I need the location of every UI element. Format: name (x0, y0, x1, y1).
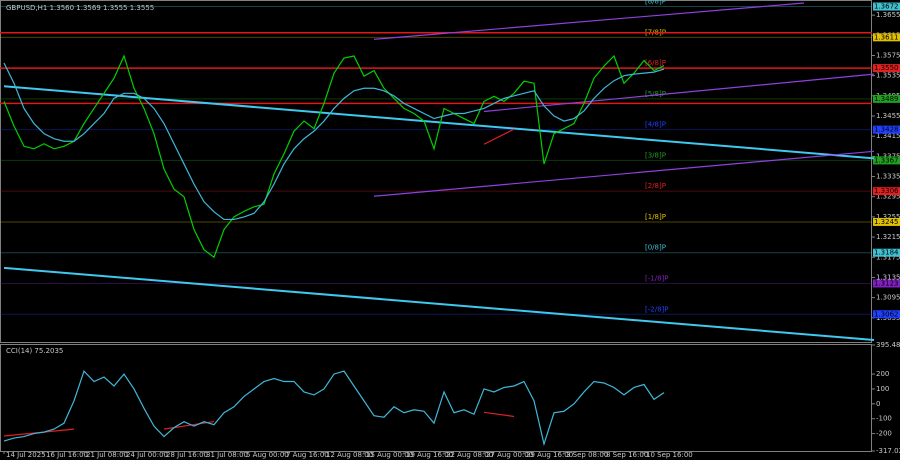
y-tick-label: -200 (876, 430, 892, 438)
trend-line (373, 150, 875, 197)
y-tick-label: 1.3135 (876, 273, 900, 281)
trend-line (3, 266, 875, 341)
y-tick-label: 0 (876, 400, 880, 408)
y-tick-label: 1.3335 (876, 173, 900, 181)
y-tick-label: 1.3295 (876, 193, 900, 201)
x-tick-label: 16 Jul 16:00 (46, 451, 88, 459)
x-tick-label: 28 Jul 16:00 (166, 451, 208, 459)
level-name: [-2/8]P (645, 305, 668, 313)
y-tick-label: 100 (876, 385, 889, 393)
y-tick-label: 200 (876, 370, 889, 378)
level-name: [5/8]P (645, 90, 666, 98)
x-tick-label: 22 Aug 08:00 (446, 451, 493, 459)
chart-title: GBPUSD,H1 1.3560 1.3569 1.3555 1.3555 (6, 4, 154, 12)
main-panel-frame (0, 0, 872, 343)
y-tick-label: 1.3535 (876, 72, 900, 80)
y-tick-label: 1.3415 (876, 132, 900, 140)
x-tick-label: 3 Sep 08:00 (566, 451, 608, 459)
y-tick-label: 395.4823 (876, 341, 900, 349)
trend-line (483, 411, 515, 418)
level-name: [6/8]P (645, 59, 666, 67)
level-value-label: 1.3550 (874, 64, 899, 72)
level-value-label: 1.3184 (874, 249, 899, 257)
x-tick-label: 21 Jul 08:00 (86, 451, 128, 459)
x-tick-label: 14 Jul 2025 (6, 451, 46, 459)
level-name: [-1/8]P (645, 274, 668, 282)
x-tick-label: 24 Jul 00:00 (126, 451, 168, 459)
level-value-label: 1.3062 (874, 310, 899, 318)
level-box (873, 2, 900, 11)
trend-line (483, 128, 515, 145)
series-line (3, 54, 665, 259)
level-value-label: 1.3367 (874, 156, 899, 164)
x-tick-label: 10 Sep 16:00 (646, 451, 693, 459)
x-tick-label: 12 Aug 08:00 (326, 451, 373, 459)
level-value-label: 1.3672 (874, 3, 899, 11)
x-tick-label: 31 Jul 08:00 (206, 451, 248, 459)
x-tick-label: 27 Aug 00:00 (486, 451, 533, 459)
cci-panel-frame (0, 344, 872, 452)
level-value-label: 1.3306 (874, 187, 899, 195)
x-tick-label: 5 Aug 00:00 (246, 451, 289, 459)
level-box (873, 64, 900, 73)
level-box (873, 33, 900, 42)
level-name: [2/8]P (645, 182, 666, 190)
cci-title: CCI(14) 75.2035 (6, 347, 63, 355)
level-value-label: 1.3245 (874, 218, 899, 226)
y-tick-label: 1.3255 (876, 213, 900, 221)
y-tick-label: 1.3575 (876, 51, 900, 59)
y-tick-label: 1.3375 (876, 152, 900, 160)
y-tick-label: 1.3455 (876, 112, 900, 120)
y-tick-label: -317.0231 (876, 447, 900, 455)
y-tick-label: 1.3175 (876, 253, 900, 261)
x-tick-label: 8 Sep 16:00 (606, 451, 648, 459)
y-tick-label: 1.3655 (876, 11, 900, 19)
x-tick-label: 29 Aug 16:00 (526, 451, 573, 459)
level-name: [1/8]P (645, 213, 666, 221)
level-name: [4/8]P (645, 121, 666, 129)
level-value-label: 1.3123 (874, 279, 899, 287)
x-tick-label: 15 Aug 00:00 (366, 451, 413, 459)
level-value-label: 1.3611 (874, 33, 899, 41)
level-box (873, 187, 900, 196)
level-box (873, 156, 900, 165)
trend-line (483, 73, 875, 113)
x-tick-label: 19 Aug 16:00 (406, 451, 453, 459)
trend-line (373, 2, 805, 40)
trend-line (3, 85, 875, 160)
x-tick-label: 7 Aug 16:00 (286, 451, 329, 459)
level-value-label: 1.3489 (874, 95, 899, 103)
level-name: [8/8]P (645, 0, 666, 6)
level-box (873, 125, 900, 134)
y-tick-label: 1.3095 (876, 294, 900, 302)
level-box (873, 310, 900, 319)
series-line (3, 369, 665, 447)
level-name: [3/8]P (645, 151, 666, 159)
y-tick-label: 1.3215 (876, 233, 900, 241)
series-line (3, 62, 665, 221)
level-box (873, 248, 900, 257)
y-tick-label: -100 (876, 415, 892, 423)
level-box (873, 217, 900, 226)
level-name: [0/8]P (645, 244, 666, 252)
level-value-label: 1.3428 (874, 126, 899, 134)
level-box (873, 94, 900, 103)
level-box (873, 279, 900, 288)
